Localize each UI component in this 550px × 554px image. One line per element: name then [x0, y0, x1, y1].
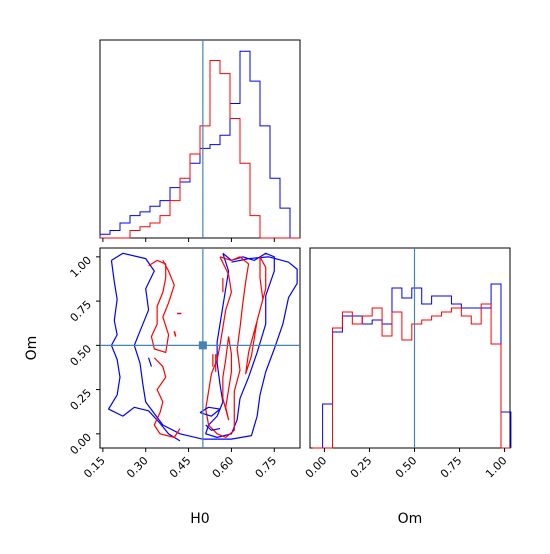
red-right-inner-contour	[222, 336, 233, 421]
joint-x-tick-label: 0.15	[81, 454, 108, 481]
red-lower-left-contour	[153, 357, 181, 438]
joint-y-tick-label: 0.00	[68, 431, 95, 458]
blue-outer-contour	[111, 252, 298, 440]
om-x-tick-label: 0.50	[393, 454, 420, 481]
x-axis-label-h0: H0	[190, 511, 209, 527]
h0-histogram-blue	[99, 50, 300, 239]
om-x-tick-label: 1.00	[483, 454, 510, 481]
om-histogram-panel	[309, 247, 511, 449]
red-right-outer-contour	[205, 256, 250, 438]
axes-group: 0.15 0.30 0.45 0.60 0.75 0.00 0.25 0.50 0.75 1.00…	[68, 254, 510, 481]
red-far-right-contour	[245, 256, 267, 375]
joint-y-tick-label: 0.25	[68, 387, 95, 414]
joint-contours-group	[100, 248, 300, 448]
joint-y-tick-label: 0.50	[68, 342, 95, 369]
joint-x-tick-label: 0.45	[167, 454, 194, 481]
blue-inner-contour	[205, 252, 275, 438]
red-dash-mark	[173, 330, 177, 337]
h0-histogram-group	[99, 40, 300, 242]
blue-small-contour	[205, 424, 221, 431]
om-x-tick-label: 0.25	[348, 454, 375, 481]
joint-x-tick-label: 0.30	[124, 454, 151, 481]
h0-histogram-panel	[99, 39, 301, 239]
blue-small-contour	[199, 406, 221, 417]
x-axis-label-om: Om	[398, 511, 423, 527]
om-x-tick-label: 0.75	[438, 454, 465, 481]
blue-dash-mark	[148, 357, 152, 367]
joint-contour-panel	[99, 247, 301, 449]
y-axis-label-om: Om	[24, 336, 40, 361]
om-histogram-red	[312, 303, 511, 449]
om-histogram-group	[312, 248, 512, 449]
joint-y-tick-label: 0.75	[68, 298, 95, 325]
joint-x-tick-label: 0.60	[210, 454, 237, 481]
om-x-tick-label: 0.00	[303, 454, 330, 481]
h0-histogram-red	[100, 60, 300, 239]
red-upper-left-contour	[148, 259, 175, 354]
truth-marker	[198, 341, 207, 350]
blue-outer-contour-left	[107, 260, 181, 442]
joint-x-tick-label: 0.75	[253, 454, 280, 481]
joint-y-tick-label: 1.00	[68, 254, 95, 281]
